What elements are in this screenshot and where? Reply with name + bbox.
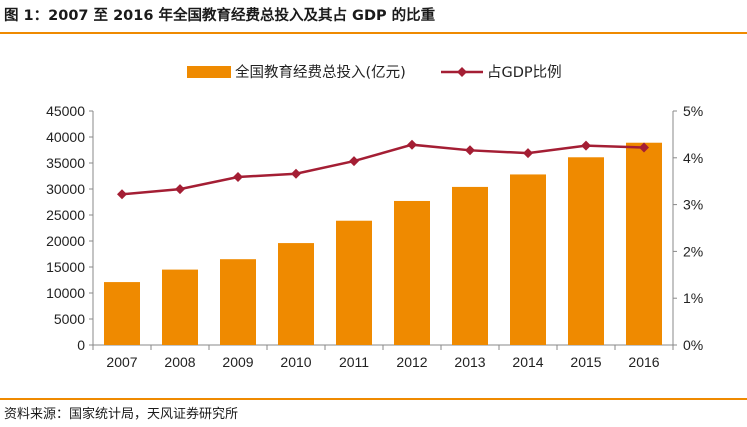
legend-bar-label: 全国教育经费总投入(亿元) bbox=[235, 63, 406, 81]
bar bbox=[568, 157, 604, 345]
bar bbox=[394, 200, 430, 345]
bar bbox=[104, 282, 140, 345]
legend-line-marker bbox=[457, 67, 467, 77]
legend-bar-swatch bbox=[187, 66, 231, 78]
y-left-tick-label: 20000 bbox=[46, 233, 85, 249]
x-tick-label: 2011 bbox=[339, 354, 369, 370]
line-point bbox=[581, 140, 591, 151]
y-right-tick-label: 3% bbox=[683, 197, 703, 213]
line-point bbox=[407, 139, 417, 150]
y-left-tick-label: 5000 bbox=[54, 311, 85, 327]
y-left-tick-label: 0 bbox=[77, 337, 85, 353]
line-point bbox=[639, 142, 649, 153]
bar bbox=[278, 243, 314, 345]
x-tick-label: 2015 bbox=[570, 354, 601, 370]
bar bbox=[510, 174, 546, 345]
y-left-tick-label: 15000 bbox=[46, 259, 85, 275]
bar bbox=[220, 259, 256, 345]
x-tick-label: 2010 bbox=[280, 354, 311, 370]
bar bbox=[162, 269, 198, 345]
line-point bbox=[117, 189, 127, 200]
y-left-tick-label: 45000 bbox=[46, 103, 85, 119]
axes: 0 5000 10000 15000 20000 25000 30000 35000 40000… bbox=[46, 103, 703, 370]
source-note: 资料来源：国家统计局，天风证券研究所 bbox=[4, 407, 239, 422]
line-path bbox=[121, 143, 645, 196]
y-left-tick-label: 40000 bbox=[46, 129, 85, 145]
bar-series bbox=[104, 142, 662, 345]
x-tick-label: 2016 bbox=[628, 354, 659, 370]
y-right-tick-label: 1% bbox=[683, 290, 703, 306]
bar bbox=[626, 142, 662, 345]
bar bbox=[452, 186, 488, 345]
line-point bbox=[175, 184, 185, 195]
x-tick-label: 2008 bbox=[164, 354, 195, 370]
y-left-tick-label: 30000 bbox=[46, 181, 85, 197]
line-point bbox=[465, 145, 475, 156]
line-series bbox=[117, 139, 649, 200]
y-right-tick-label: 4% bbox=[683, 150, 703, 166]
y-left-tick-label: 35000 bbox=[46, 155, 85, 171]
legend: 全国教育经费总投入(亿元) 占GDP比例 bbox=[187, 63, 562, 81]
bar bbox=[336, 220, 372, 345]
y-right-tick-label: 0% bbox=[683, 337, 703, 353]
line-point bbox=[523, 148, 533, 159]
footer-divider bbox=[0, 398, 747, 400]
x-tick-label: 2014 bbox=[512, 354, 543, 370]
line-point bbox=[291, 168, 301, 179]
line-point bbox=[233, 171, 243, 182]
legend-line-label: 占GDP比例 bbox=[487, 64, 562, 81]
x-tick-label: 2007 bbox=[106, 354, 137, 370]
x-tick-label: 2009 bbox=[222, 354, 253, 370]
figure-title: 图 1：2007 至 2016 年全国教育经费总投入及其占 GDP 的比重 bbox=[4, 8, 436, 24]
x-tick-label: 2012 bbox=[396, 354, 427, 370]
title-divider bbox=[0, 32, 747, 34]
line-point bbox=[349, 156, 359, 167]
y-right-tick-label: 2% bbox=[683, 243, 703, 259]
y-left-tick-label: 10000 bbox=[46, 285, 85, 301]
y-right-tick-label: 5% bbox=[683, 103, 703, 119]
x-tick-label: 2013 bbox=[454, 354, 485, 370]
y-left-tick-label: 25000 bbox=[46, 207, 85, 223]
